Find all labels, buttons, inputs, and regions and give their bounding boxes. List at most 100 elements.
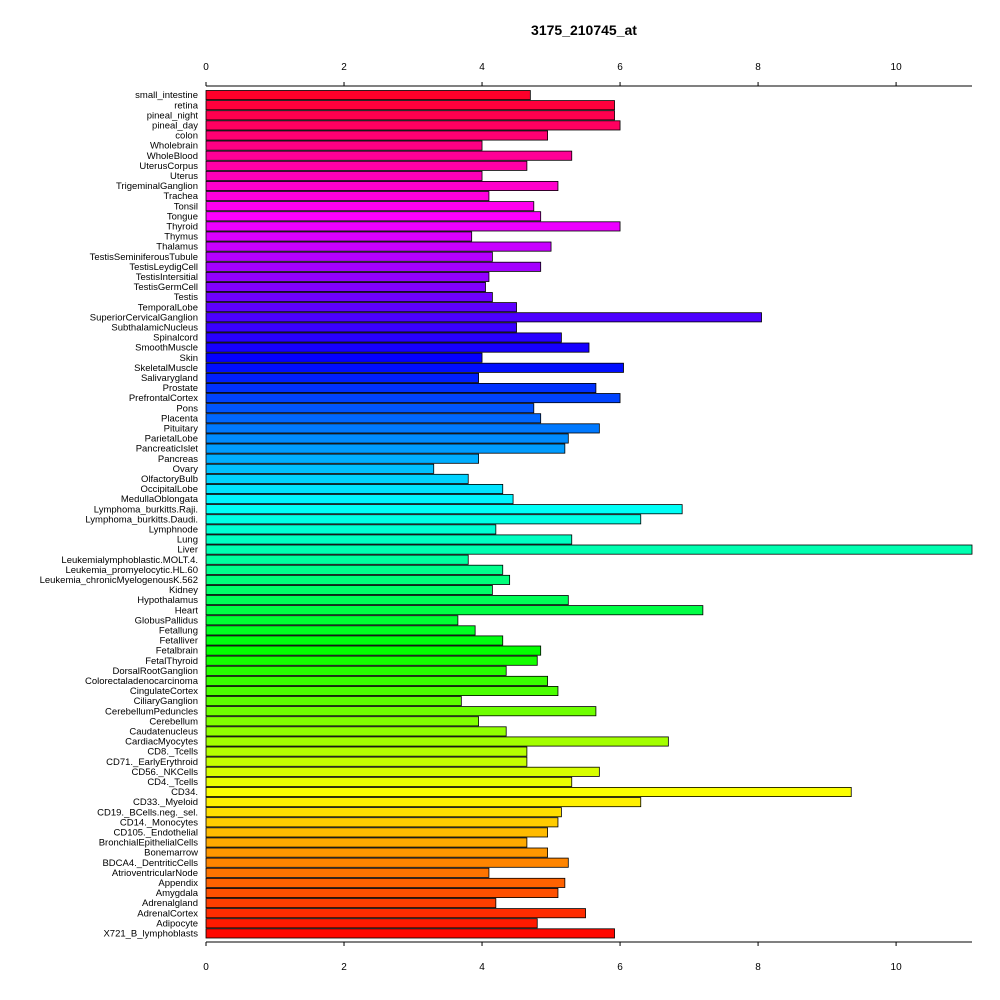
bar [205, 302, 517, 313]
bar [205, 221, 621, 232]
bar [205, 615, 459, 626]
category-label: SmoothMuscle [135, 343, 198, 354]
bar [205, 170, 483, 181]
category-label: DorsalRootGanglion [112, 666, 198, 677]
bar [205, 696, 462, 707]
top-tick-label: 4 [479, 62, 485, 73]
category-label: Wholebrain [150, 141, 198, 152]
bar [205, 150, 573, 161]
bar [205, 877, 566, 888]
bar [205, 423, 600, 434]
bar [205, 857, 569, 868]
category-label: CD33._Myeloid [133, 797, 198, 808]
category-label: CingulateCortex [130, 686, 198, 697]
category-label: TemporalLobe [138, 302, 198, 313]
category-label: Skin [180, 353, 198, 364]
top-tick-label: 0 [203, 62, 209, 73]
bar [205, 180, 559, 191]
bar [205, 453, 479, 464]
category-label: CD56._NKCells [131, 767, 198, 778]
category-label: Liver [177, 545, 198, 556]
bar [205, 574, 511, 585]
bar [205, 514, 642, 525]
category-label: CD8._Tcells [147, 747, 198, 758]
category-label: GlobusPallidus [135, 615, 199, 626]
bar [205, 483, 504, 494]
bar [205, 433, 569, 444]
top-axis: 0 2 4 6 8 10 [203, 62, 972, 87]
bar [205, 544, 973, 555]
category-label: Caudatenucleus [129, 727, 198, 738]
bar [205, 665, 507, 676]
bar [205, 585, 493, 596]
bar [205, 645, 542, 656]
bar [205, 918, 538, 929]
category-label: Amygdala [156, 888, 199, 899]
bar [205, 766, 600, 777]
bar [205, 110, 615, 121]
chart-title: 3175_210745_at [531, 22, 637, 38]
category-label: Prostate [163, 383, 198, 394]
bar [205, 756, 528, 767]
category-label: Bonemarrow [144, 848, 198, 859]
bar [205, 403, 535, 414]
bar [205, 726, 507, 737]
bar [205, 564, 504, 575]
bar [205, 797, 642, 808]
bar [205, 271, 490, 282]
bottom-tick-label: 8 [755, 962, 761, 973]
bar [205, 494, 514, 505]
category-label: Pituitary [164, 424, 199, 435]
bar [205, 827, 548, 838]
bar [205, 90, 531, 101]
bar [205, 625, 476, 636]
bar [205, 706, 597, 717]
bar [205, 130, 548, 141]
category-label: AtrioventricularNode [112, 868, 198, 879]
category-label: Leukemia_promyelocytic.HL.60 [65, 565, 198, 576]
bar [205, 443, 566, 454]
bar [205, 191, 490, 202]
bar [205, 847, 548, 858]
category-label: MedullaOblongata [121, 494, 199, 505]
category-label: OccipitalLobe [140, 484, 198, 495]
category-label: ParietalLobe [145, 434, 198, 445]
bar [205, 322, 517, 333]
category-label: small_intestine [135, 90, 198, 101]
bar [205, 605, 704, 616]
category-label: CD34. [171, 787, 198, 798]
bar [205, 787, 852, 798]
category-label: Uterus [170, 171, 198, 182]
category-label: Testis [174, 292, 199, 303]
bar [205, 362, 624, 373]
bars [205, 90, 973, 939]
category-label: Tonsil [174, 201, 198, 212]
bar [205, 746, 528, 757]
category-label: Fetalliver [159, 636, 198, 647]
category-label: retina [174, 100, 198, 111]
category-label: Thalamus [156, 242, 198, 253]
bar [205, 140, 483, 151]
bar [205, 867, 490, 878]
bar [205, 888, 559, 899]
category-labels: small_intestineretinapineal_nightpineal_… [40, 90, 199, 939]
category-label: Appendix [158, 878, 198, 889]
category-label: Leukemialymphoblastic.MOLT.4. [61, 555, 198, 566]
category-label: pineal_night [147, 110, 199, 121]
category-label: CD14._Monocytes [120, 817, 198, 828]
category-label: Fetalbrain [156, 646, 198, 657]
category-label: Salivarygland [141, 373, 198, 384]
category-label: Adipocyte [156, 918, 198, 929]
category-label: WholeBlood [147, 151, 198, 162]
bar [205, 231, 473, 242]
bar [205, 504, 683, 515]
bar [205, 372, 479, 383]
category-label: Kidney [169, 585, 198, 596]
bar [205, 686, 559, 697]
category-label: TestisIntersitial [136, 272, 198, 283]
bar [205, 736, 669, 747]
bar [205, 393, 621, 404]
bar [205, 463, 435, 474]
category-label: Lymphnode [149, 525, 198, 536]
